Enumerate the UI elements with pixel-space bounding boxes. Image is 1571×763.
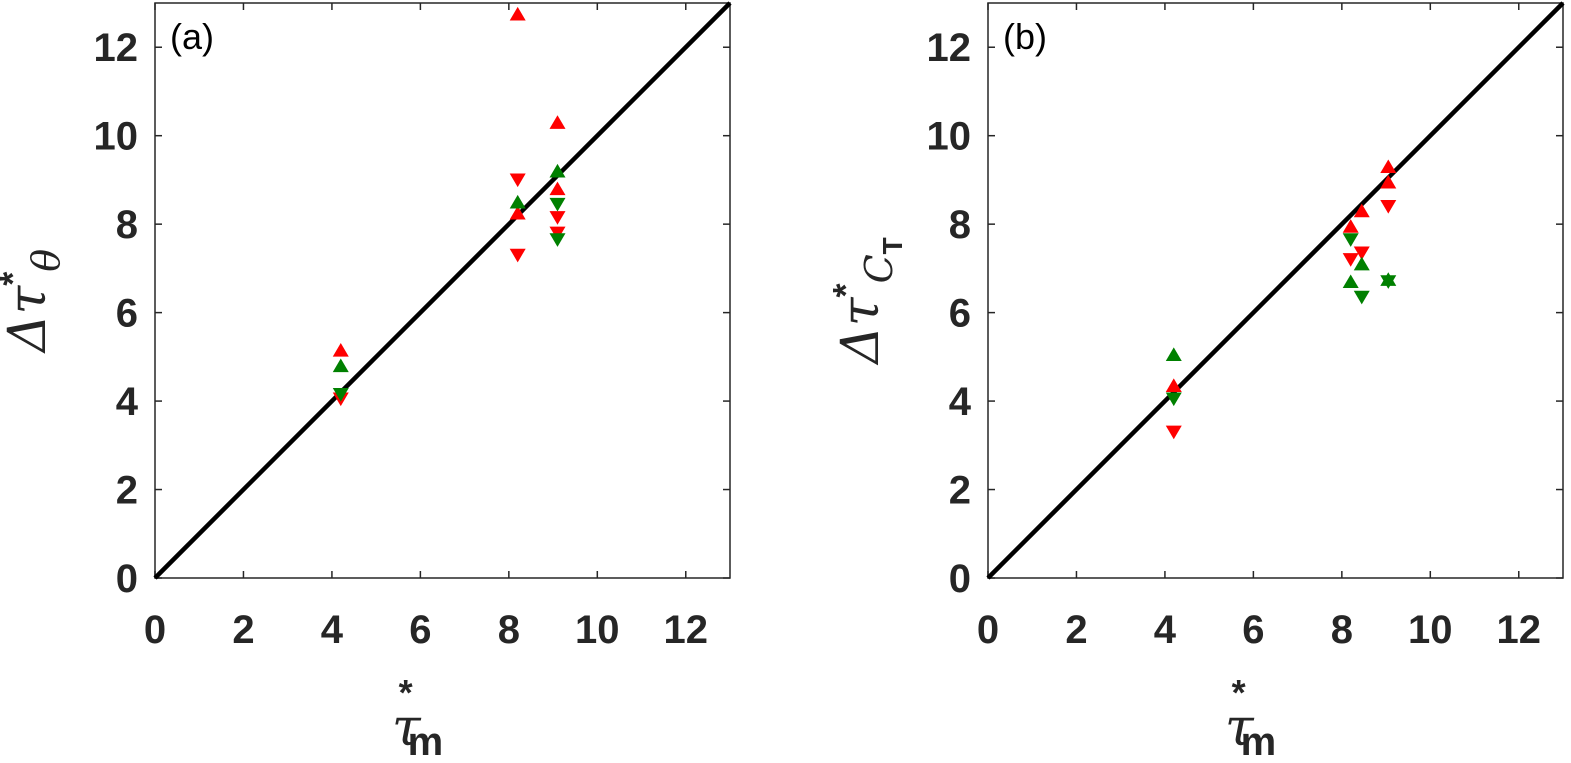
x-axis-label: τ* m <box>392 672 443 763</box>
y-tick-label: 0 <box>949 557 971 601</box>
y-tick-label: 6 <box>116 292 138 336</box>
x-tick-label: 2 <box>1065 608 1087 652</box>
y-tick-label: 4 <box>949 380 972 424</box>
marker <box>549 115 566 129</box>
y-tick-label: 12 <box>927 26 972 70</box>
y-tick-label: 6 <box>949 292 971 336</box>
marker <box>549 163 566 178</box>
marker <box>1353 203 1370 218</box>
marker <box>1165 425 1182 440</box>
marker <box>332 343 349 357</box>
marker <box>549 211 566 225</box>
marker <box>549 197 566 212</box>
x-tick-label: 6 <box>1242 608 1264 652</box>
marker <box>509 205 526 220</box>
label-base: Δτ <box>831 296 891 366</box>
label-sup: * <box>825 283 866 297</box>
marker <box>1342 233 1359 247</box>
label-sup: * <box>0 272 33 286</box>
panel-label: (b) <box>1003 16 1047 57</box>
marker <box>1380 174 1397 189</box>
label-sub: m <box>408 720 444 763</box>
marker <box>1165 347 1182 362</box>
y-tick-label: 10 <box>94 115 139 159</box>
y-axis-label: Δτ*CT <box>825 237 908 366</box>
y-tick-label: 8 <box>949 203 971 247</box>
marker <box>509 173 526 188</box>
identity-line <box>986 1 1565 580</box>
label-sub: C <box>857 254 901 283</box>
label-base: τ <box>392 698 422 758</box>
label-base: Δτ <box>0 285 58 355</box>
axes-box <box>154 2 731 579</box>
marker <box>1380 275 1397 289</box>
y-tick-label: 8 <box>116 203 138 247</box>
y-tick-label: 2 <box>949 469 971 513</box>
x-tick-label: 6 <box>409 608 431 652</box>
marker <box>509 248 526 263</box>
x-tick-label: 12 <box>664 608 709 652</box>
marker <box>509 6 526 21</box>
marker <box>1353 290 1370 305</box>
marker <box>1353 256 1370 271</box>
label-sup: * <box>1232 672 1246 713</box>
y-axis-label: Δτ*θ <box>0 249 68 354</box>
label-sub: m <box>1241 720 1277 763</box>
x-tick-label: 10 <box>1408 608 1453 652</box>
marker <box>549 233 566 247</box>
y-tick-label: 10 <box>927 115 972 159</box>
marker <box>1165 378 1182 392</box>
panel-label: (a) <box>170 16 214 57</box>
x-tick-label: 0 <box>144 608 166 652</box>
x-tick-label: 0 <box>977 608 999 652</box>
label-sup: * <box>399 672 413 713</box>
marker <box>1353 246 1370 261</box>
marker <box>1165 392 1182 407</box>
y-tick-label: 4 <box>116 380 139 424</box>
marker <box>332 388 349 402</box>
x-axis-label: τ* m <box>1225 672 1276 763</box>
marker <box>332 358 349 373</box>
x-tick-label: 4 <box>321 608 344 652</box>
y-tick-label: 12 <box>94 26 139 70</box>
y-tick-label: 0 <box>116 557 138 601</box>
x-tick-label: 4 <box>1154 608 1177 652</box>
marker <box>549 181 566 196</box>
x-tick-label: 2 <box>232 608 254 652</box>
identity-line <box>153 1 732 580</box>
x-tick-label: 10 <box>575 608 620 652</box>
marker <box>1342 253 1359 267</box>
label-subsub: T <box>877 237 908 254</box>
marker <box>1342 274 1359 289</box>
x-tick-label: 8 <box>1331 608 1353 652</box>
axes-box <box>987 2 1564 579</box>
x-tick-label: 12 <box>1497 608 1542 652</box>
marker <box>1342 219 1359 233</box>
label-base: τ <box>1225 698 1255 758</box>
marker <box>1380 200 1397 214</box>
marker <box>1380 159 1397 174</box>
y-tick-label: 2 <box>116 469 138 513</box>
marker <box>509 194 526 209</box>
x-tick-label: 8 <box>498 608 520 652</box>
label-sub: θ <box>24 249 68 272</box>
